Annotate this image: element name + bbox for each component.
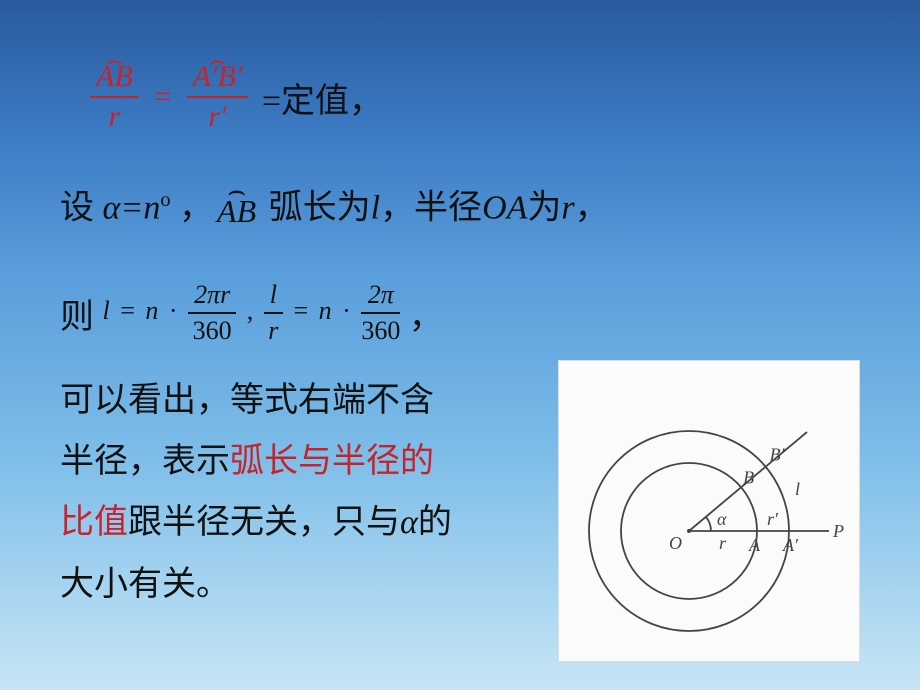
arc-ab-inline: AB bbox=[217, 195, 256, 227]
text-radius: ，半径 bbox=[380, 189, 482, 226]
frac-ab-r: AB r bbox=[90, 60, 139, 134]
arc-apbp: A′B′ bbox=[193, 60, 243, 93]
dot-1: · bbox=[169, 296, 178, 325]
equals-sign-1: = bbox=[154, 80, 171, 113]
alpha-var: α bbox=[103, 189, 121, 226]
r-var: r bbox=[561, 189, 574, 226]
text-arclen: 弧长为 bbox=[260, 189, 371, 226]
text-ze: 则 bbox=[60, 289, 94, 338]
svg-text:α: α bbox=[717, 509, 727, 529]
l-lhs: l bbox=[103, 296, 110, 325]
mid-formula: l = n · 2πr 360 , l r = n · 2π 360 bbox=[103, 280, 401, 346]
frac-2pir-360: 2πr 360 bbox=[188, 280, 236, 346]
dot-2: · bbox=[342, 296, 351, 325]
svg-text:B: B bbox=[743, 467, 754, 487]
setup-line: 设 α=no ，AB 弧长为l，半径OA为r， bbox=[60, 190, 609, 227]
svg-text:A: A bbox=[748, 535, 761, 555]
para-s4: 的 bbox=[418, 504, 452, 541]
n-mid-1: n bbox=[145, 296, 158, 325]
svg-text:B′: B′ bbox=[770, 445, 786, 465]
equals-constant-text: =定值， bbox=[262, 83, 383, 120]
num-l: l bbox=[264, 280, 283, 314]
degree-sup: o bbox=[160, 189, 170, 211]
para-alpha: α bbox=[400, 504, 418, 541]
ratio-formula: AB r = A′B′ r′ =定值， bbox=[90, 60, 383, 134]
arc-ab: AB bbox=[96, 60, 133, 93]
den-360-1: 360 bbox=[188, 314, 236, 346]
den-rp: r′ bbox=[187, 98, 249, 134]
l-var: l bbox=[371, 189, 380, 226]
svg-text:r: r bbox=[719, 533, 727, 553]
derivation-line: 则 l = n · 2πr 360 , l r = n · 2π 360 ， bbox=[60, 280, 443, 346]
eq-sign: = bbox=[120, 189, 143, 226]
n-var: n bbox=[143, 189, 160, 226]
frac-l-r: l r bbox=[264, 280, 283, 346]
para-s3: 跟半径无关，只与 bbox=[128, 504, 400, 541]
svg-text:l: l bbox=[795, 479, 800, 499]
svg-text:r′: r′ bbox=[767, 509, 779, 529]
eq-mid-1: = bbox=[120, 296, 135, 325]
diagram-svg: Or r′ A A′ P B B′ l α bbox=[559, 361, 859, 661]
frac-2pi-360: 2π 360 bbox=[361, 280, 400, 346]
num-2pir: 2πr bbox=[188, 280, 236, 314]
text-she: 设 bbox=[60, 189, 103, 226]
para-s1: 可以看出，等式右端不含 bbox=[60, 382, 434, 419]
para-s2: 半径，表示 bbox=[60, 443, 230, 480]
eq-mid-2: = bbox=[293, 296, 308, 325]
para-red2: 比值 bbox=[60, 504, 128, 541]
comma-mid: , bbox=[247, 296, 254, 325]
den-360-2: 360 bbox=[361, 314, 400, 346]
para-s5: 大小有关。 bbox=[60, 566, 230, 603]
conclusion-paragraph: 可以看出，等式右端不含 半径，表示弧长与半径的 比值跟半径无关，只与α的 大小有… bbox=[60, 370, 520, 615]
comma-1: ， bbox=[171, 189, 214, 226]
svg-text:O: O bbox=[669, 533, 682, 553]
comma-3: ， bbox=[409, 289, 443, 338]
comma-2: ， bbox=[575, 189, 609, 226]
n-mid-2: n bbox=[319, 296, 332, 325]
oa-var: OA bbox=[482, 189, 527, 226]
frac-apbp-rp: A′B′ r′ bbox=[187, 60, 249, 134]
text-wei: 为 bbox=[527, 189, 561, 226]
para-red1: 弧长与半径的 bbox=[230, 443, 434, 480]
svg-text:P: P bbox=[832, 521, 844, 541]
den-r-mid: r bbox=[264, 314, 283, 346]
den-r: r bbox=[90, 98, 139, 134]
svg-text:A′: A′ bbox=[782, 535, 799, 555]
num-2pi: 2π bbox=[361, 280, 400, 314]
circle-diagram: Or r′ A A′ P B B′ l α bbox=[558, 360, 860, 662]
